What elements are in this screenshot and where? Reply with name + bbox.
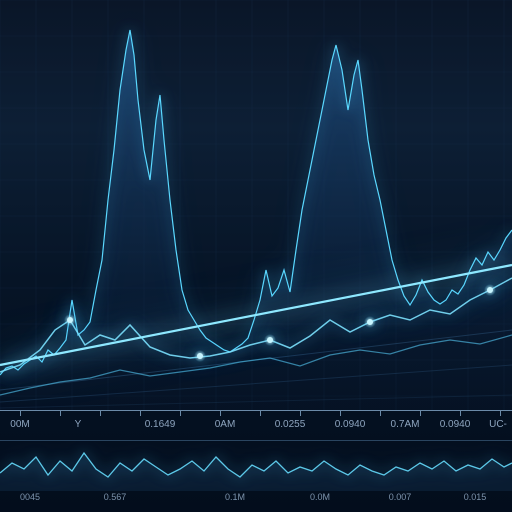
x-axis-top-label: 0AM xyxy=(215,419,236,430)
main-chart-svg xyxy=(0,0,512,410)
x-axis-top-label: UC- xyxy=(489,419,507,430)
x-axis-top: 00M Y 0.1649 0AM 0.0255 0.0940 0.7AM 0.0940 UC- xyxy=(0,410,512,440)
sub-area-fill xyxy=(0,453,512,491)
x-axis-top-label: 0.0255 xyxy=(275,419,306,430)
x-axis-top-label: 0.0940 xyxy=(440,419,471,430)
x-axis-top-label: 0.7AM xyxy=(391,419,420,430)
x-axis-top-label: 0.0940 xyxy=(335,419,366,430)
x-axis-top-label: 0.1649 xyxy=(145,419,176,430)
x-axis-bottom-label: 0.007 xyxy=(389,492,412,502)
main-chart-panel xyxy=(0,0,512,410)
spectrum-area-fill xyxy=(0,30,512,410)
sub-chart-svg xyxy=(0,441,512,491)
tick-mark xyxy=(100,411,101,416)
tick-mark xyxy=(300,411,301,416)
x-axis-bottom: 0045 0.567 0.1M 0.0M 0.007 0.015 xyxy=(0,492,512,512)
x-axis-bottom-label: 0045 xyxy=(20,492,40,502)
tick-mark xyxy=(380,411,381,416)
x-axis-bottom-label: 0.1M xyxy=(225,492,245,502)
tick-mark xyxy=(220,411,221,416)
tick-mark xyxy=(60,411,61,416)
tick-mark xyxy=(460,411,461,416)
x-axis-top-label: 00M xyxy=(10,419,29,430)
tick-mark xyxy=(20,411,21,416)
x-axis-bottom-label: 0.0M xyxy=(310,492,330,502)
sub-chart-panel xyxy=(0,440,512,490)
x-axis-top-label: Y xyxy=(75,419,82,430)
tick-mark xyxy=(140,411,141,416)
tick-mark xyxy=(260,411,261,416)
tick-mark xyxy=(180,411,181,416)
tick-mark xyxy=(420,411,421,416)
x-axis-bottom-label: 0.567 xyxy=(104,492,127,502)
tick-mark xyxy=(340,411,341,416)
tick-mark xyxy=(500,411,501,416)
x-axis-bottom-label: 0.015 xyxy=(464,492,487,502)
